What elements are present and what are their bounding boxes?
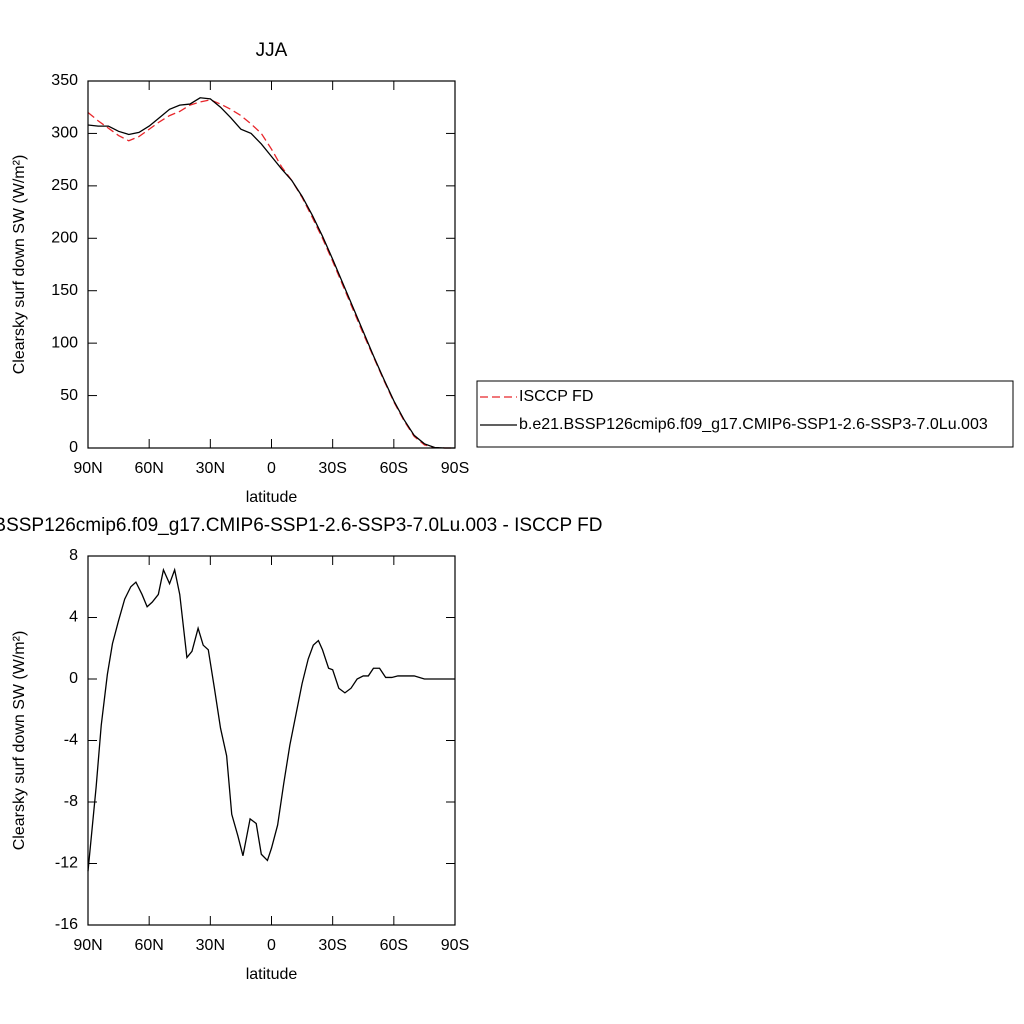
x-tick-label: 30N bbox=[196, 937, 225, 954]
x-tick-label: 60S bbox=[380, 460, 408, 477]
y-tick-label: 0 bbox=[69, 670, 78, 687]
y-tick-label: 0 bbox=[69, 439, 78, 456]
x-tick-label: 60N bbox=[134, 460, 163, 477]
x-tick-label: 90N bbox=[73, 937, 102, 954]
x-tick-label: 90S bbox=[441, 460, 469, 477]
data-line bbox=[87, 97, 455, 449]
x-axis-label: latitude bbox=[246, 489, 298, 506]
x-tick-label: 30S bbox=[318, 937, 346, 954]
y-tick-label: 300 bbox=[51, 125, 78, 142]
y-tick-label: 150 bbox=[51, 282, 78, 299]
y-tick-label: -4 bbox=[64, 732, 78, 749]
data-line bbox=[87, 567, 455, 872]
y-tick-label: 4 bbox=[69, 609, 78, 626]
x-tick-label: 30N bbox=[196, 460, 225, 477]
legend-label: b.e21.BSSP126cmip6.f09_g17.CMIP6-SSP1-2.… bbox=[519, 416, 988, 433]
x-tick-label: 30S bbox=[318, 460, 346, 477]
x-axis-label: latitude bbox=[246, 966, 298, 983]
legend-box bbox=[476, 380, 1014, 448]
chart-title: b.e21.BSSP126cmip6.f09_g17.CMIP6-SSP1-2.… bbox=[0, 515, 602, 536]
plot-frame bbox=[87, 555, 456, 926]
plot-frame bbox=[87, 80, 456, 449]
x-tick-label: 60N bbox=[134, 937, 163, 954]
y-tick-label: 350 bbox=[51, 72, 78, 89]
x-tick-label: 0 bbox=[267, 460, 276, 477]
y-tick-label: 100 bbox=[51, 334, 78, 351]
x-tick-label: 60S bbox=[380, 937, 408, 954]
y-tick-label: 250 bbox=[51, 177, 78, 194]
y-tick-label: 50 bbox=[60, 387, 78, 404]
x-tick-label: 0 bbox=[267, 937, 276, 954]
y-tick-label: -8 bbox=[64, 793, 78, 810]
y-tick-label: -16 bbox=[55, 916, 78, 933]
y-axis-label: Clearsky surf down SW (W/m²) bbox=[11, 631, 28, 851]
y-axis-label: Clearsky surf down SW (W/m²) bbox=[11, 155, 28, 375]
data-line bbox=[87, 99, 455, 449]
y-tick-label: 8 bbox=[69, 547, 78, 564]
y-tick-label: 200 bbox=[51, 230, 78, 247]
chart-title: JJA bbox=[256, 40, 288, 61]
y-tick-label: -12 bbox=[55, 855, 78, 872]
x-tick-label: 90N bbox=[73, 460, 102, 477]
legend-label: ISCCP FD bbox=[519, 388, 593, 405]
x-tick-label: 90S bbox=[441, 937, 469, 954]
